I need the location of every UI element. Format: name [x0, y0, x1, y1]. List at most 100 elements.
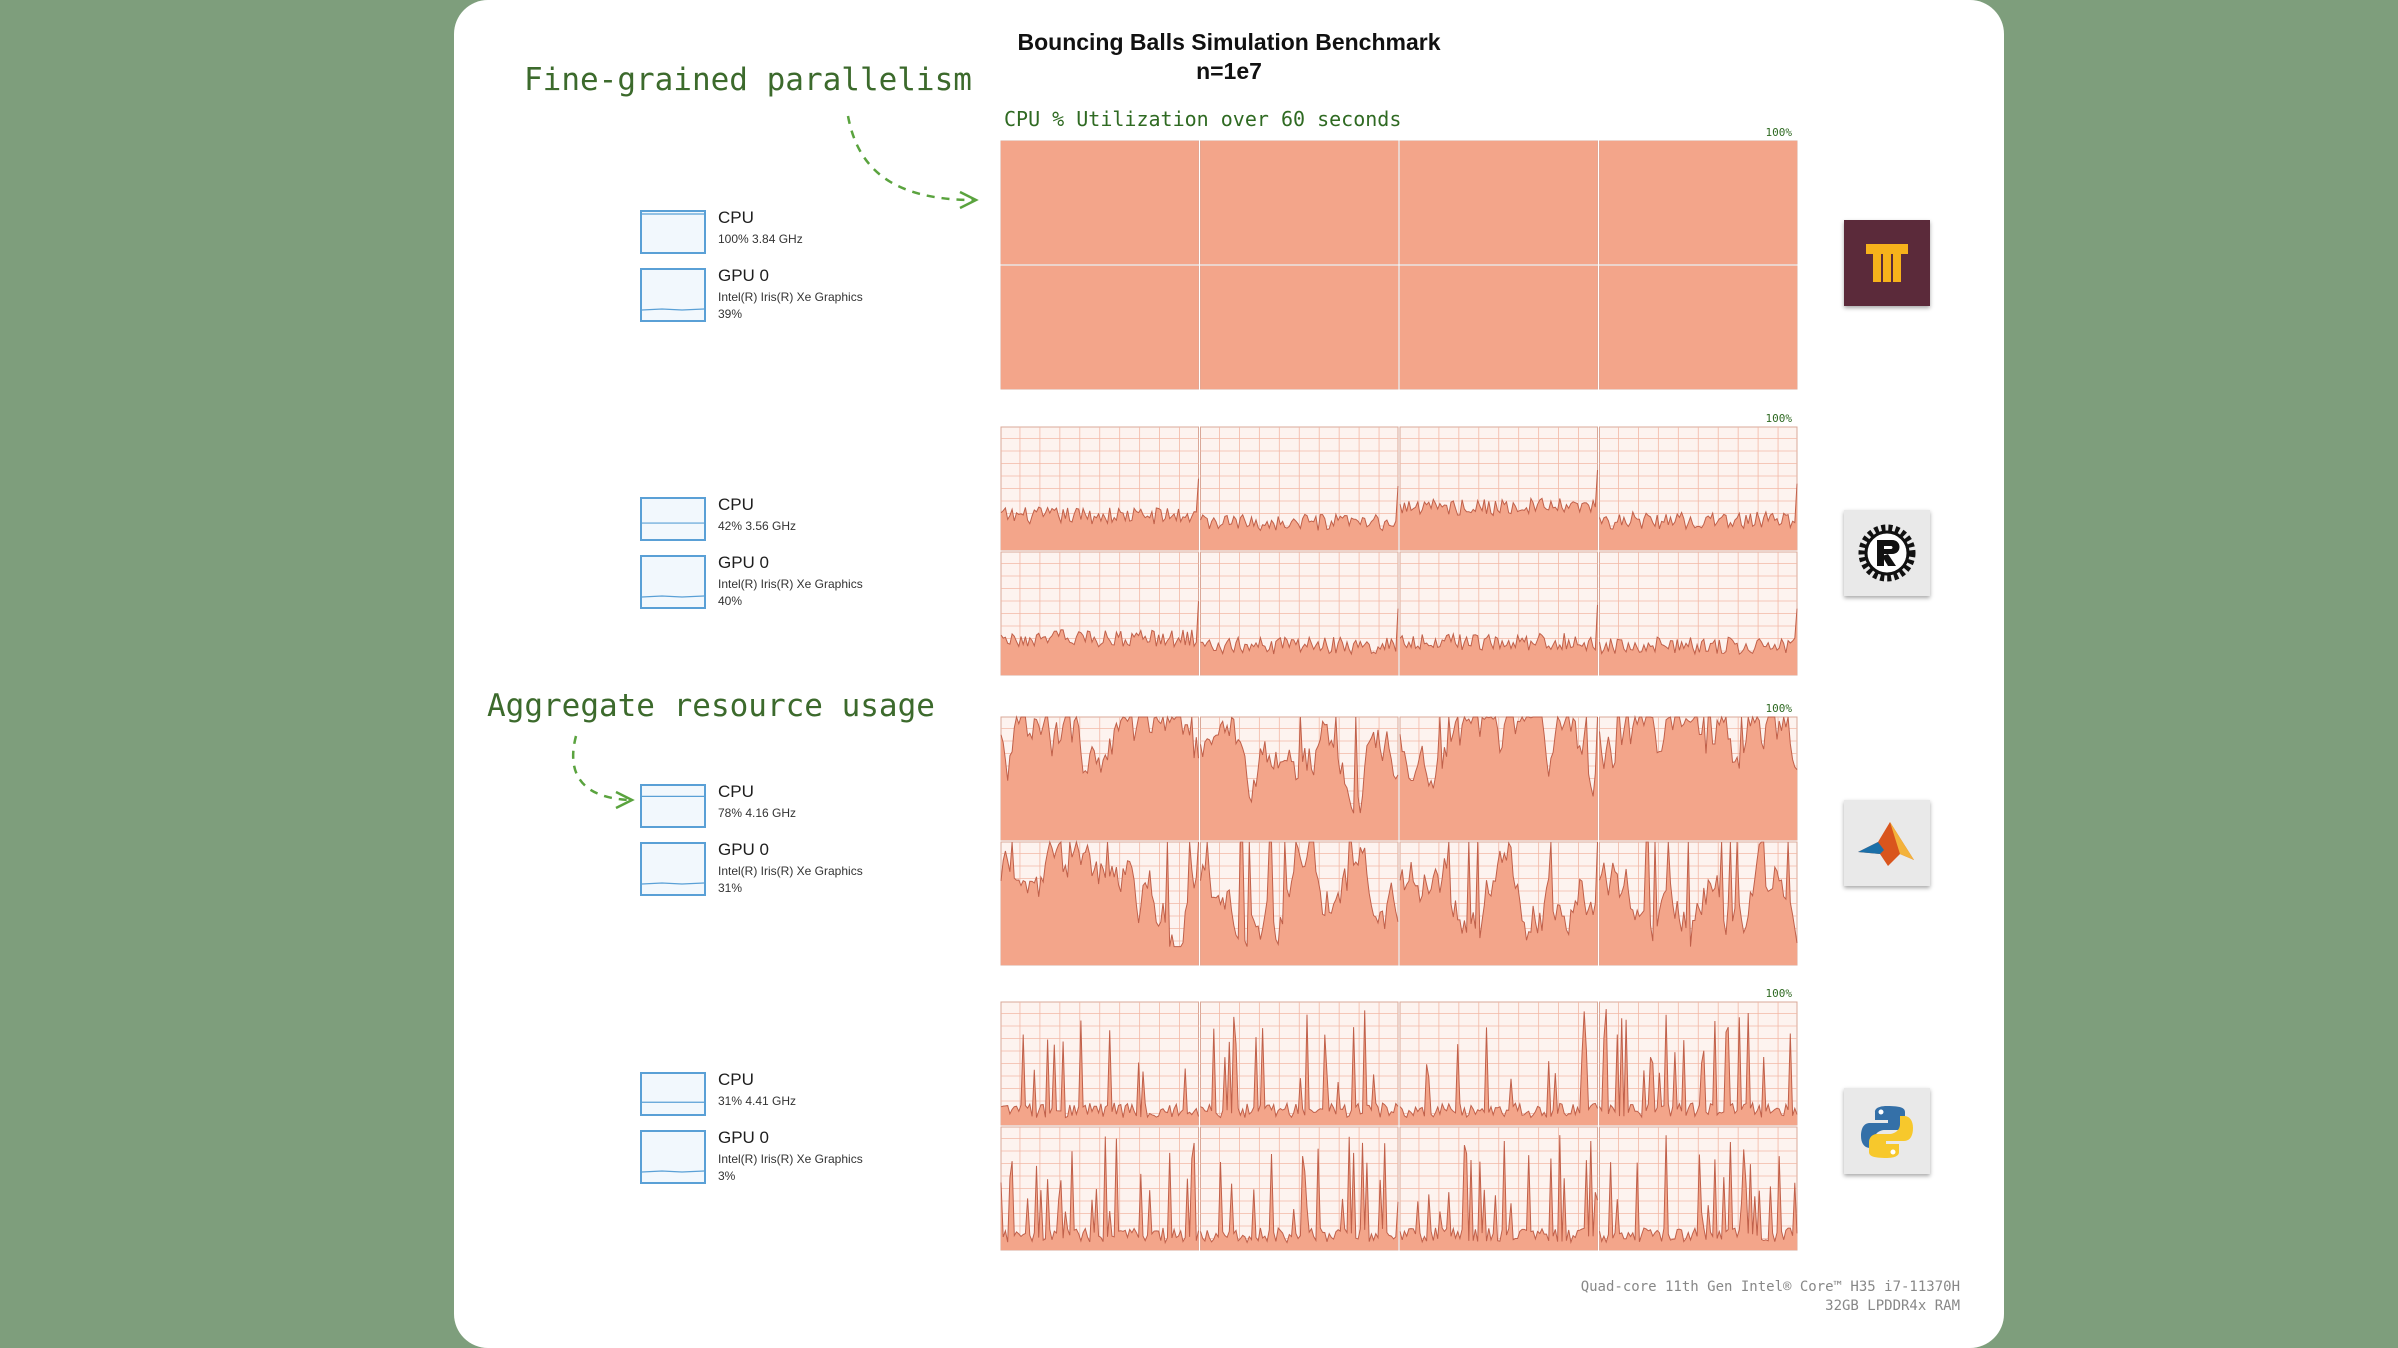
gpu-trend-line: [642, 882, 704, 885]
utilization-area: [1200, 486, 1398, 550]
gpu-sparkline: [642, 595, 704, 598]
core-panel-1: [1000, 140, 1199, 265]
gpu-trend-line: [642, 1170, 704, 1173]
gpu-label: GPU 0: [718, 1128, 770, 1147]
utilization-svg: [1000, 140, 1798, 390]
core-panel-5: [1000, 840, 1199, 966]
utilization-line: [1000, 715, 1199, 781]
utilization-line: [1599, 1009, 1798, 1119]
aggregate-annotation: Aggregate resource usage: [487, 688, 935, 724]
utilization-area: [1599, 608, 1797, 675]
gpu-name: Intel(R) Iris(R) Xe Graphics: [718, 1152, 863, 1166]
core-panel-3: [1399, 715, 1598, 841]
taichi-logo-icon: [1844, 220, 1930, 306]
utilization-area: [1001, 842, 1199, 965]
matlab-logo-icon: [1844, 800, 1930, 886]
core-panel-4: [1599, 1001, 1798, 1126]
cpu-utilization-chart: 100%: [1000, 412, 1798, 676]
utilization-line: [1399, 1135, 1598, 1245]
gpu-thumbnail: [640, 842, 706, 896]
core-panel-6: [1200, 841, 1399, 966]
utilization-line: [1599, 841, 1798, 947]
utilization-line: [1200, 716, 1399, 814]
gpu-sparkline: [642, 1170, 704, 1173]
hardware-line-1: Quad-core 11th Gen Intel® Core™ H35 i7-1…: [1580, 1279, 1960, 1295]
utilization-line: [1200, 1136, 1399, 1244]
cpu-sparkline: [642, 522, 704, 524]
gpu-thumbnail: [640, 555, 706, 609]
task-manager-panel: CPU 100% 3.84 GHz GPU 0 Intel(R) Iris(R)…: [640, 200, 950, 322]
gpu-percent: 31%: [718, 881, 743, 895]
core-panel-4: [1599, 715, 1798, 841]
cpu-stats: 78% 4.16 GHz: [718, 806, 797, 820]
utilization-line: [1599, 715, 1798, 771]
utilization-area: [1400, 1135, 1598, 1250]
max-percent-label: 100%: [1765, 987, 1793, 1000]
gpu-name: Intel(R) Iris(R) Xe Graphics: [718, 290, 863, 304]
cpu-stats: 31% 4.41 GHz: [718, 1094, 797, 1108]
core-panel-2: [1200, 716, 1399, 841]
utilization-area: [1200, 266, 1398, 389]
cpu-label: CPU: [718, 782, 754, 801]
gpu-sparkline: [642, 308, 704, 311]
arrow-fine-grained: [846, 115, 975, 202]
gpu-name: Intel(R) Iris(R) Xe Graphics: [718, 864, 863, 878]
utilization-area: [1001, 1136, 1199, 1250]
utilization-area: [1001, 141, 1199, 264]
utilization-area: [1200, 608, 1398, 675]
utilization-line: [1399, 841, 1598, 941]
core-panel-8: [1599, 265, 1798, 390]
utilization-line: [1200, 841, 1399, 947]
task-manager-panel: CPU 42% 3.56 GHz GPU 0 Intel(R) Iris(R) …: [640, 487, 950, 609]
core-panel-5: [1000, 1126, 1199, 1251]
utilization-area: [1400, 604, 1598, 675]
utilization-area: [1599, 266, 1797, 389]
core-panel-7: [1399, 1126, 1598, 1251]
cpu-sparkline: [642, 795, 704, 797]
core-panel-4: [1599, 140, 1798, 265]
cpu-stats: 42% 3.56 GHz: [718, 519, 797, 533]
utilization-svg: [1000, 715, 1798, 966]
python-logo-icon: [1844, 1088, 1930, 1174]
core-panel-7: [1399, 841, 1598, 966]
utilization-line: [1399, 604, 1598, 653]
cpu-sparkline: [642, 1101, 704, 1103]
core-panel-7: [1399, 265, 1598, 390]
core-panel-4: [1599, 426, 1798, 551]
core-panel-2: [1200, 140, 1399, 265]
cpu-label: CPU: [718, 208, 754, 227]
gpu-percent: 39%: [718, 307, 743, 321]
task-manager-panel: CPU 78% 4.16 GHz GPU 0 Intel(R) Iris(R) …: [640, 774, 950, 896]
utilization-line: [1200, 1010, 1399, 1119]
core-panel-5: [1000, 265, 1199, 390]
core-panel-2: [1200, 426, 1399, 551]
cpu-sparkline: [642, 213, 704, 215]
utilization-area: [1400, 717, 1598, 840]
max-percent-label: 100%: [1765, 412, 1793, 425]
core-panel-6: [1200, 1126, 1399, 1251]
utilization-area: [1400, 842, 1598, 965]
core-panel-8: [1599, 1126, 1798, 1251]
gpu-thumbnail: [640, 268, 706, 322]
cpu-thumbnail: [640, 497, 706, 541]
utilization-line: [1399, 469, 1598, 517]
core-panel-8: [1599, 841, 1798, 966]
utilization-line: [1000, 840, 1199, 948]
utilization-line: [1599, 1135, 1798, 1244]
hardware-line-2: 32GB LPDDR4x RAM: [1825, 1298, 1960, 1314]
cpu-utilization-chart: 100%: [1000, 702, 1798, 966]
gpu-percent: 40%: [718, 594, 743, 608]
cpu-stats: 100% 3.84 GHz: [718, 232, 803, 246]
utilization-line: [1000, 1136, 1199, 1245]
gpu-trend-line: [642, 308, 704, 311]
utilization-area: [1001, 1020, 1199, 1125]
annotation-arrows: [571, 115, 979, 810]
utilization-area: [1400, 266, 1598, 389]
core-panel-3: [1399, 140, 1598, 265]
gpu-label: GPU 0: [718, 840, 770, 859]
utilization-area: [1001, 601, 1199, 675]
benchmark-card: Bouncing Balls Simulation Benchmark n=1e…: [454, 0, 2004, 1348]
fine-grained-annotation: Fine-grained parallelism: [524, 62, 972, 98]
utilization-area: [1400, 1011, 1598, 1125]
utilization-area: [1599, 141, 1797, 264]
